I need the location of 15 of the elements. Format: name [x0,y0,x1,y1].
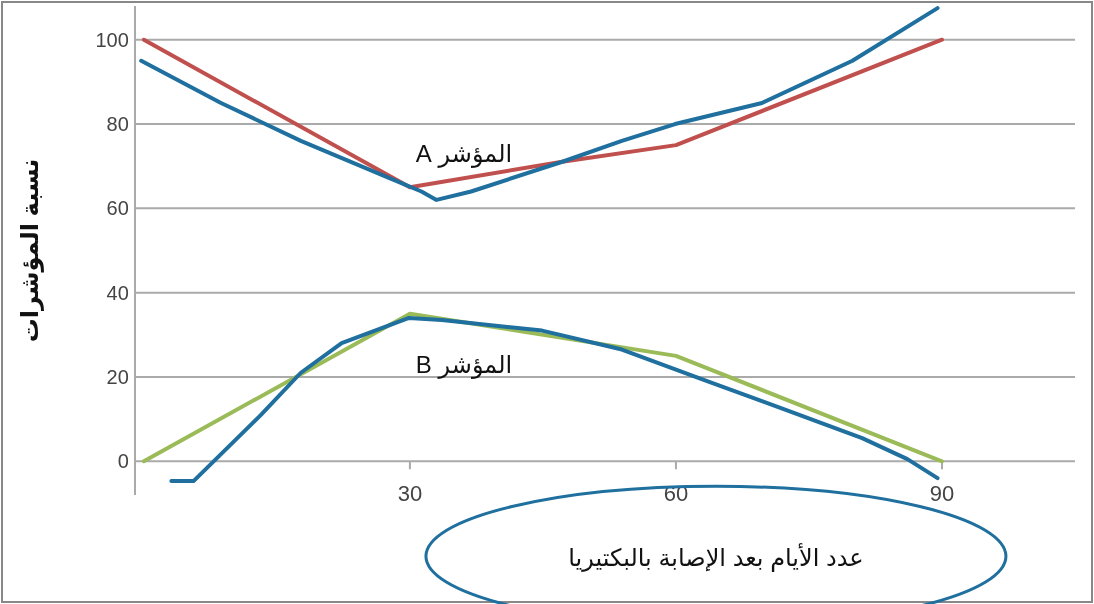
y-tick-label: 80 [106,113,129,136]
y-tick-label: 20 [106,365,129,388]
line-series [169,315,940,484]
y-tick-label: 100 [95,28,129,51]
x-tick-label: 30 [397,481,423,507]
y-tick-label: 40 [106,281,129,304]
y-axis-title: نسبة المؤشرات [16,158,44,343]
annotation: المؤشر A [415,140,513,169]
y-tick-label: 60 [106,197,129,220]
x-axis-title: عدد الأيام بعد الإصابة بالبكتيريا [568,543,864,573]
line-series [141,37,944,190]
x-tick-label: 90 [929,481,955,507]
annotation: المؤشر B [415,350,513,379]
y-tick-label: 0 [117,450,129,473]
line-series [139,6,940,202]
